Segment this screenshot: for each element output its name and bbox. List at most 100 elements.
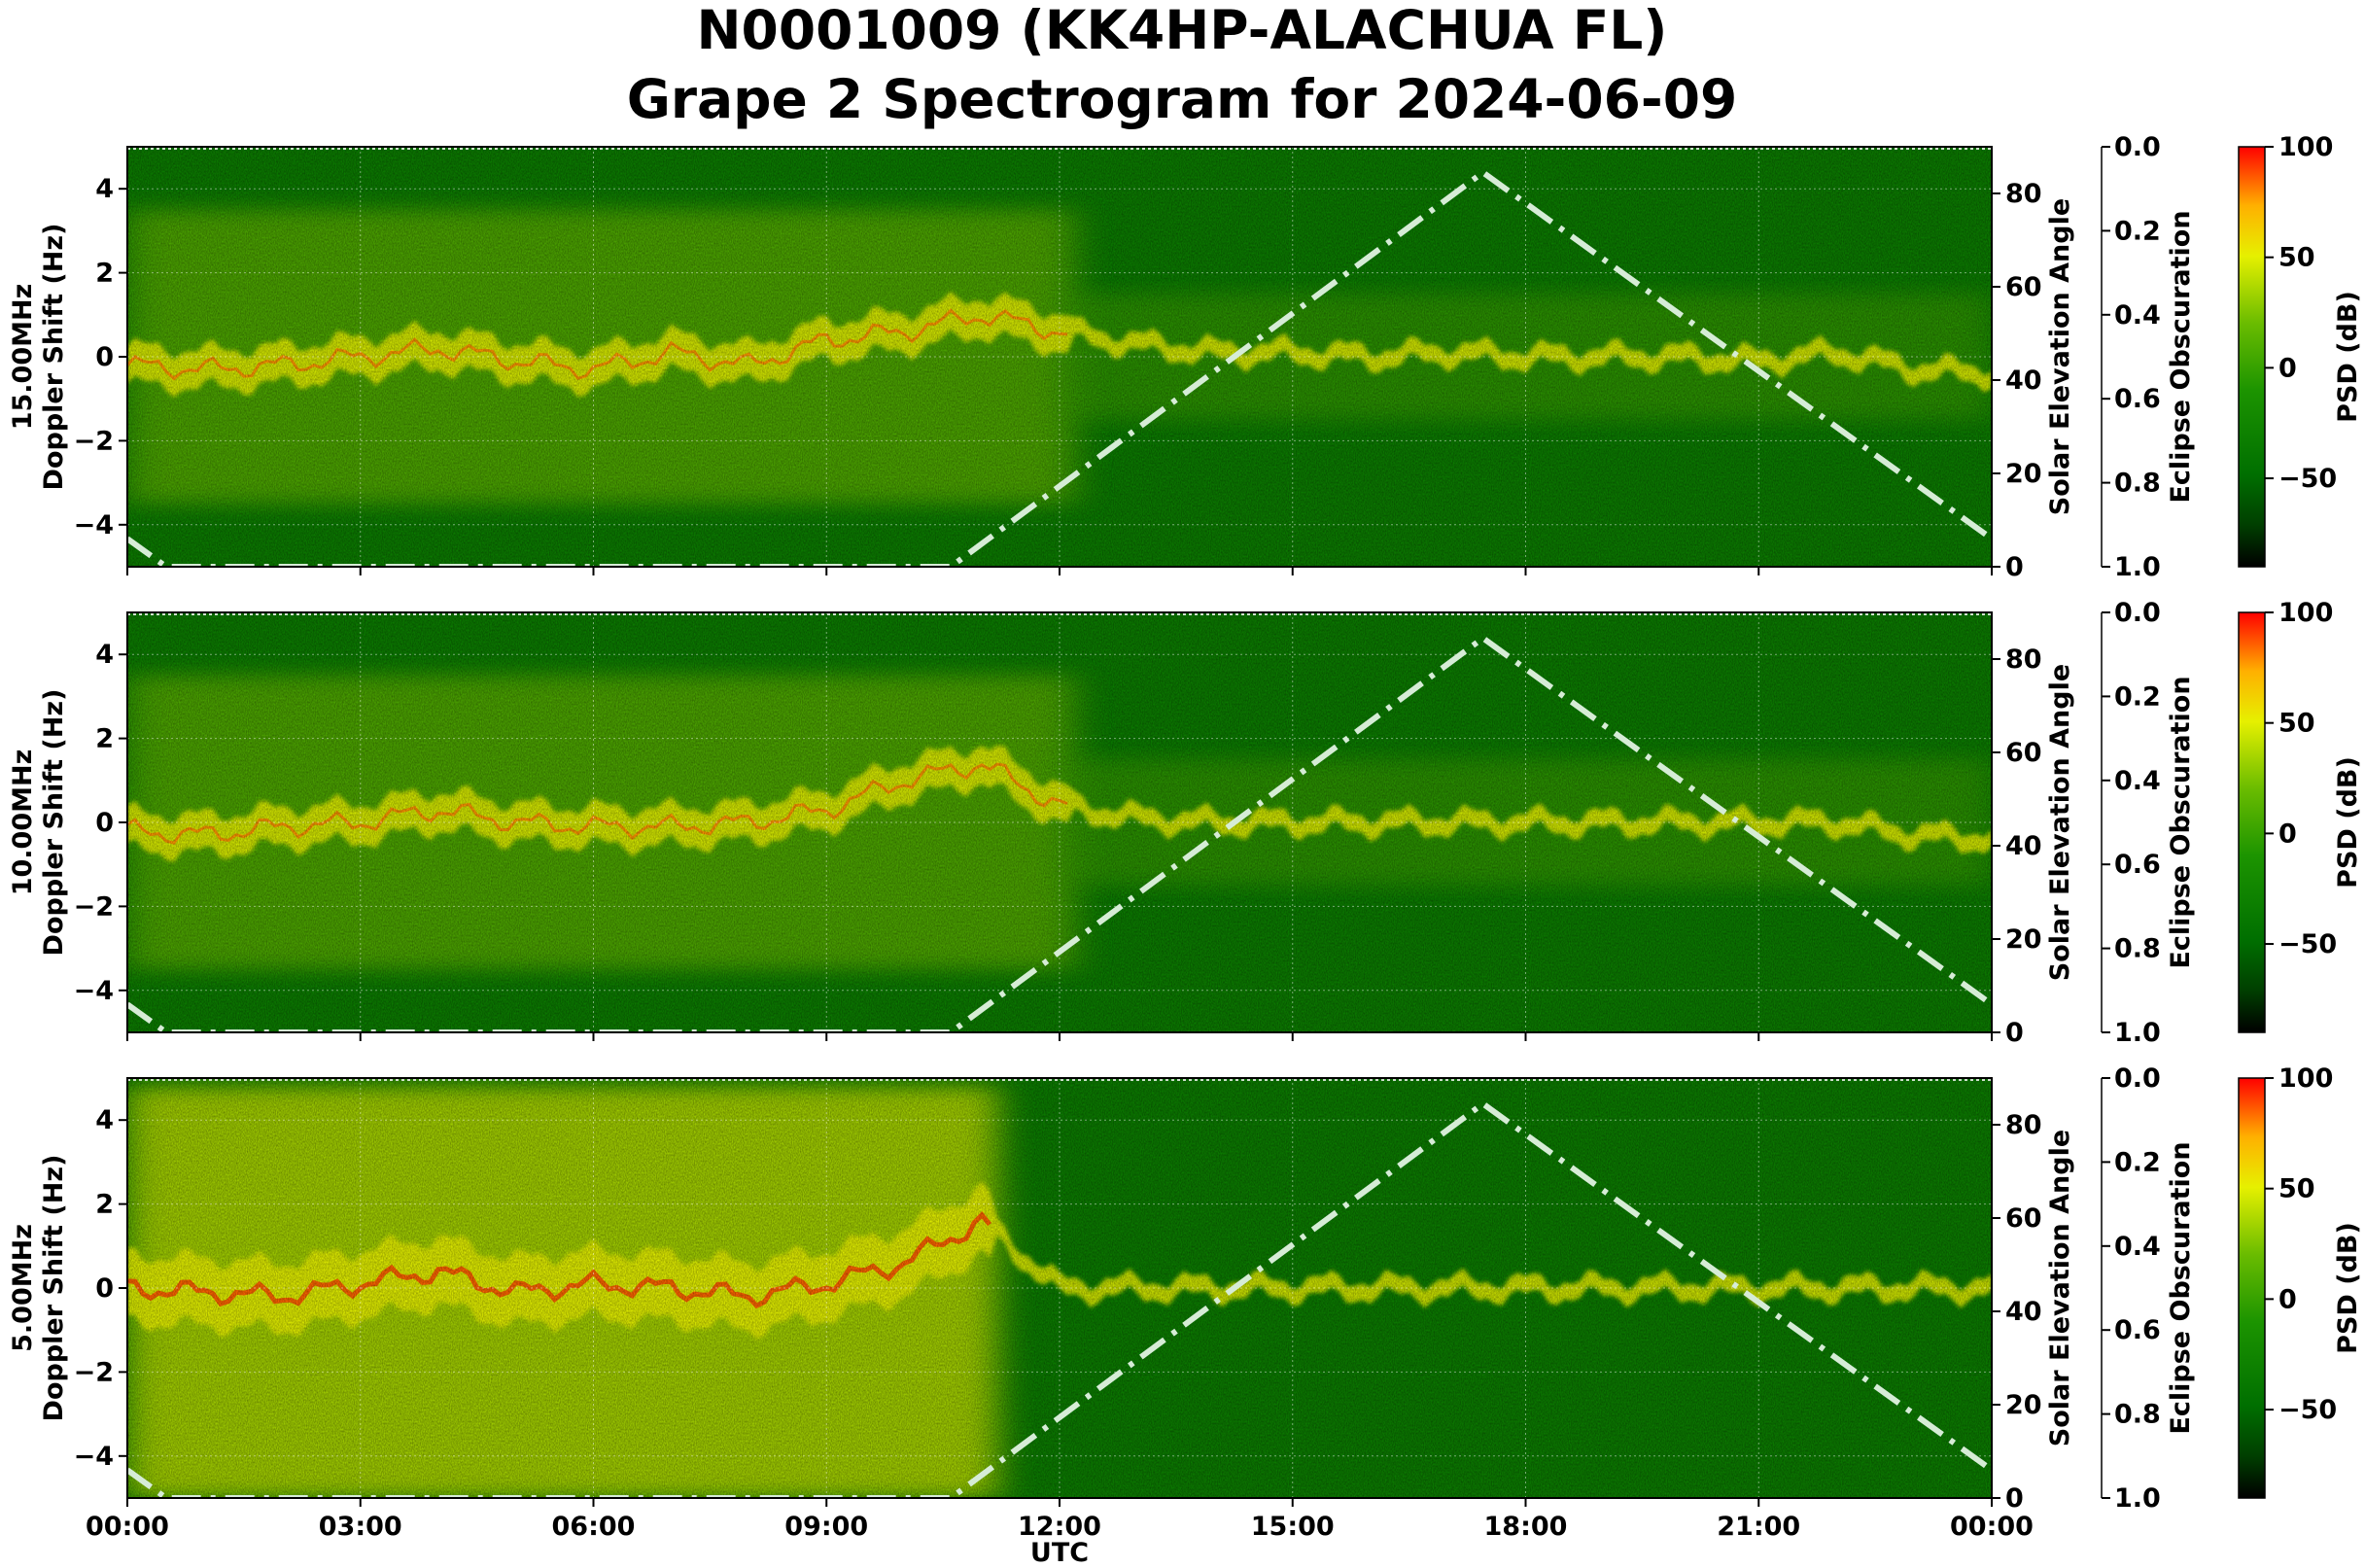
eclipse-tick-label: 0.8 [2114, 934, 2161, 964]
colorbar-tick-label: −50 [2278, 929, 2337, 959]
solar-tick-label: 40 [2005, 1297, 2042, 1327]
noise-grain [127, 612, 1992, 1032]
spectrogram-image [127, 612, 1992, 1032]
colorbar-tick-label: −50 [2278, 464, 2337, 494]
x-tick-label: 21:00 [1717, 1512, 1800, 1542]
colorbar-tick-label: 50 [2278, 709, 2315, 739]
x-tick-label: 00:00 [1950, 1512, 2034, 1542]
solar-tick-label: 20 [2005, 1390, 2042, 1420]
colorbar [2239, 612, 2265, 1032]
panel-frequency-label: 15.00MHz [8, 284, 38, 431]
colorbar-tick-label: 0 [2278, 353, 2297, 383]
solar-tick-label: 80 [2005, 1110, 2042, 1140]
colorbar-label: PSD (dB) [2333, 291, 2363, 423]
colorbar [2239, 147, 2265, 567]
x-tick-label: 06:00 [552, 1512, 636, 1542]
x-axis-label: UTC [1030, 1538, 1089, 1568]
solar-tick-label: 0 [2005, 1483, 2024, 1514]
y-tick-label: 2 [95, 724, 114, 754]
y-tick-label: 2 [95, 259, 114, 289]
x-tick-label: 15:00 [1251, 1512, 1335, 1542]
chart-title-line2: Grape 2 Spectrogram for 2024-06-09 [627, 68, 1738, 130]
solar-tick-label: 20 [2005, 924, 2042, 955]
eclipse-tick-label: 0.2 [2114, 1147, 2161, 1177]
solar-tick-label: 0 [2005, 1018, 2024, 1048]
x-tick-label: 09:00 [784, 1512, 868, 1542]
colorbar [2239, 1078, 2265, 1498]
eclipse-axis-label: Eclipse Obscuration [2166, 210, 2196, 503]
eclipse-tick-label: 0.2 [2114, 681, 2161, 712]
spectrogram-image [127, 1078, 1992, 1498]
y-tick-label: −2 [74, 426, 114, 456]
colorbar-frame [2238, 611, 2266, 1033]
panel-frequency-label: 10.00MHz [8, 749, 38, 896]
y-tick-label: −4 [74, 1442, 114, 1472]
y-tick-label: 0 [95, 808, 114, 838]
panel-15.00MHz: 420−2−415.00MHz Doppler Shift (Hz)0204060… [8, 132, 2363, 582]
eclipse-tick-label: 1.0 [2114, 552, 2161, 582]
panel-10.00MHz: 420−2−410.00MHz Doppler Shift (Hz)0204060… [8, 598, 2363, 1048]
eclipse-tick-label: 1.0 [2114, 1483, 2161, 1514]
solar-axis-label: Solar Elevation Angle [2045, 1130, 2075, 1446]
solar-axis-label: Solar Elevation Angle [2045, 198, 2075, 515]
eclipse-tick-label: 0.8 [2114, 469, 2161, 499]
chart-title-line1: N0001009 (KK4HP-ALACHUA FL) [697, 0, 1668, 61]
x-tick-label: 12:00 [1018, 1512, 1101, 1542]
eclipse-tick-label: 0.6 [2114, 384, 2161, 414]
colorbar-tick-label: 50 [2278, 1174, 2315, 1204]
colorbar-label: PSD (dB) [2333, 756, 2363, 889]
colorbar-frame [2238, 1077, 2266, 1499]
y-axis-label: Doppler Shift (Hz) [39, 224, 69, 491]
colorbar-tick-label: 50 [2278, 243, 2315, 273]
solar-axis-label: Solar Elevation Angle [2045, 664, 2075, 981]
y-tick-label: −2 [74, 891, 114, 922]
eclipse-tick-label: 0.2 [2114, 216, 2161, 246]
eclipse-tick-label: 1.0 [2114, 1018, 2161, 1048]
y-tick-label: 4 [95, 1105, 114, 1135]
panel-frequency-label: 5.00MHz [8, 1224, 38, 1352]
eclipse-tick-label: 0.4 [2114, 300, 2161, 331]
panel-5.00MHz: 420−2−45.00MHz Doppler Shift (Hz)02040608… [8, 1063, 2363, 1542]
y-tick-label: 4 [95, 174, 114, 204]
eclipse-tick-label: 0.0 [2114, 132, 2161, 162]
solar-tick-label: 40 [2005, 831, 2042, 861]
noise-grain [127, 147, 1992, 567]
y-tick-label: 0 [95, 1273, 114, 1304]
solar-tick-label: 60 [2005, 1203, 2042, 1234]
noise-grain [127, 1078, 1992, 1498]
solar-tick-label: 80 [2005, 645, 2042, 675]
eclipse-axis-label: Eclipse Obscuration [2166, 1141, 2196, 1434]
colorbar-label: PSD (dB) [2333, 1222, 2363, 1354]
y-tick-label: 4 [95, 640, 114, 670]
solar-tick-label: 40 [2005, 366, 2042, 396]
y-tick-label: −4 [74, 510, 114, 540]
eclipse-tick-label: 0.0 [2114, 598, 2161, 628]
x-tick-label: 00:00 [86, 1512, 169, 1542]
panels: 420−2−415.00MHz Doppler Shift (Hz)0204060… [8, 132, 2363, 1542]
solar-tick-label: 60 [2005, 272, 2042, 302]
eclipse-tick-label: 0.4 [2114, 1232, 2161, 1262]
colorbar-tick-label: 0 [2278, 1284, 2297, 1314]
eclipse-axis-label: Eclipse Obscuration [2166, 676, 2196, 968]
solar-tick-label: 60 [2005, 738, 2042, 768]
y-tick-label: 0 [95, 342, 114, 372]
eclipse-tick-label: 0.0 [2114, 1063, 2161, 1094]
spectrogram-image [127, 147, 1992, 567]
y-tick-label: −4 [74, 976, 114, 1006]
solar-tick-label: 20 [2005, 459, 2042, 489]
y-tick-label: 2 [95, 1190, 114, 1220]
eclipse-tick-label: 0.8 [2114, 1400, 2161, 1430]
colorbar-tick-label: 0 [2278, 819, 2297, 849]
solar-tick-label: 80 [2005, 179, 2042, 209]
x-tick-label: 03:00 [319, 1512, 402, 1542]
y-tick-label: −2 [74, 1357, 114, 1387]
eclipse-tick-label: 0.6 [2114, 850, 2161, 880]
colorbar-tick-label: −50 [2278, 1395, 2337, 1425]
eclipse-tick-label: 0.6 [2114, 1315, 2161, 1345]
colorbar-tick-label: 100 [2278, 132, 2333, 162]
solar-tick-label: 0 [2005, 552, 2024, 582]
y-axis-label: Doppler Shift (Hz) [39, 689, 69, 957]
y-axis-label: Doppler Shift (Hz) [39, 1155, 69, 1422]
colorbar-tick-label: 100 [2278, 598, 2333, 628]
